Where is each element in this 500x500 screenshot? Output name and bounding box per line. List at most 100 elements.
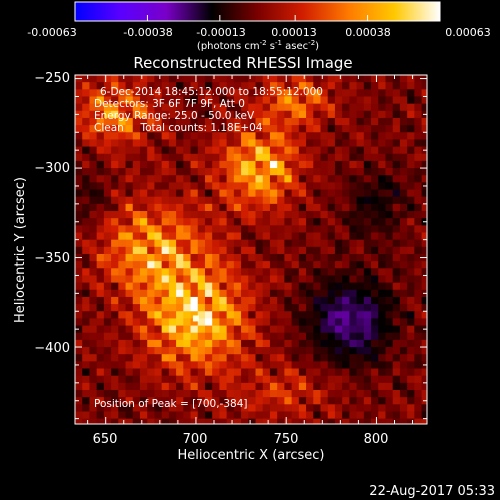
heatmap-cell — [421, 232, 428, 241]
heatmap-cell — [371, 168, 379, 176]
heatmap-cell — [233, 218, 242, 226]
heatmap-cell — [342, 253, 350, 262]
heatmap-cell — [75, 239, 83, 248]
heatmap-cell — [421, 239, 428, 248]
heatmap-cell — [147, 211, 155, 219]
heatmap-cell — [363, 211, 372, 219]
heatmap-cell — [82, 382, 90, 391]
heatmap-cell — [96, 82, 105, 90]
heatmap-cell — [103, 211, 112, 219]
heatmap-cell — [262, 318, 271, 326]
heatmap-cell — [262, 411, 271, 420]
heatmap-cell — [183, 82, 191, 90]
heatmap-cell — [125, 261, 134, 269]
heatmap-cell — [284, 418, 293, 425]
heatmap-cell — [248, 289, 256, 298]
heatmap-cell — [176, 339, 184, 348]
heatmap-cell — [132, 168, 141, 176]
heatmap-cell — [111, 218, 119, 226]
heatmap-cell — [248, 139, 256, 147]
heatmap-cell — [103, 354, 112, 362]
heatmap-cell — [75, 339, 83, 348]
heatmap-cell — [349, 282, 357, 291]
heatmap-cell — [118, 89, 126, 97]
heatmap-cell — [190, 232, 199, 241]
heatmap-cell — [378, 354, 386, 362]
heatmap-cell — [363, 261, 372, 269]
heatmap-cell — [197, 282, 206, 291]
heatmap-cell — [190, 318, 199, 326]
heatmap-cell — [75, 160, 83, 169]
heatmap-cell — [111, 139, 119, 147]
heatmap-cell — [298, 125, 307, 133]
heatmap-cell — [334, 139, 343, 147]
heatmap-cell — [168, 96, 177, 105]
heatmap-cell — [371, 368, 379, 377]
heatmap-cell — [255, 168, 264, 176]
heatmap-cell — [313, 289, 321, 298]
heatmap-cell — [118, 246, 126, 255]
heatmap-cell — [103, 296, 112, 305]
heatmap-cell — [161, 239, 170, 248]
heatmap-cell — [118, 397, 126, 405]
heatmap-cell — [277, 211, 285, 219]
heatmap-cell — [111, 375, 119, 384]
heatmap-cell — [197, 96, 206, 105]
heatmap-cell — [255, 211, 264, 219]
heatmap-cell — [342, 282, 350, 291]
heatmap-cell — [356, 146, 365, 155]
heatmap-cell — [371, 96, 379, 105]
heatmap-cell — [342, 175, 350, 183]
heatmap-cell — [363, 375, 372, 384]
heatmap-cell — [269, 275, 278, 284]
heatmap-cell — [82, 196, 90, 205]
heatmap-cell — [161, 325, 170, 334]
heatmap-cell — [363, 289, 372, 298]
timestamp: 22-Aug-2017 05:33 — [369, 484, 495, 499]
heatmap-cell — [190, 246, 199, 255]
heatmap-cell — [349, 332, 357, 341]
heatmap-cell — [269, 268, 278, 276]
heatmap-cell — [313, 318, 321, 326]
heatmap-cell — [176, 139, 184, 147]
heatmap-cell — [96, 411, 105, 420]
heatmap-cell — [219, 261, 228, 269]
heatmap-cell — [226, 318, 235, 326]
heatmap-cell — [197, 354, 206, 362]
heatmap-cell — [313, 296, 321, 305]
heatmap-cell — [118, 132, 126, 140]
heatmap-cell — [313, 182, 321, 190]
heatmap-cell — [204, 160, 213, 169]
heatmap-cell — [183, 361, 191, 369]
heatmap-cell — [277, 268, 285, 276]
heatmap-cell — [342, 389, 350, 398]
heatmap-cell — [291, 253, 300, 262]
heatmap-cell — [313, 196, 321, 205]
heatmap-cell — [306, 268, 314, 276]
heatmap-cell — [378, 289, 386, 298]
heatmap-cell — [255, 361, 264, 369]
heatmap-cell — [103, 75, 112, 83]
heatmap-cell — [392, 103, 401, 112]
heatmap-cell — [118, 275, 126, 284]
heatmap-cell — [241, 211, 249, 219]
heatmap-cell — [356, 203, 365, 212]
heatmap-cell — [277, 139, 285, 147]
heatmap-cell — [183, 132, 191, 140]
heatmap-cell — [385, 182, 394, 190]
heatmap-cell — [392, 354, 401, 362]
heatmap-cell — [75, 311, 83, 319]
heatmap-cell — [334, 368, 343, 377]
heatmap-cell — [392, 382, 401, 391]
heatmap-cell — [392, 232, 401, 241]
heatmap-cell — [313, 146, 321, 155]
heatmap-cell — [407, 304, 415, 312]
heatmap-cell — [103, 332, 112, 341]
heatmap-cell — [320, 125, 329, 133]
heatmap-cell — [378, 339, 386, 348]
heatmap-cell — [306, 153, 314, 162]
heatmap-cell — [371, 218, 379, 226]
heatmap-cell — [255, 289, 264, 298]
heatmap-cell — [392, 75, 401, 83]
heatmap-cell — [154, 125, 163, 133]
